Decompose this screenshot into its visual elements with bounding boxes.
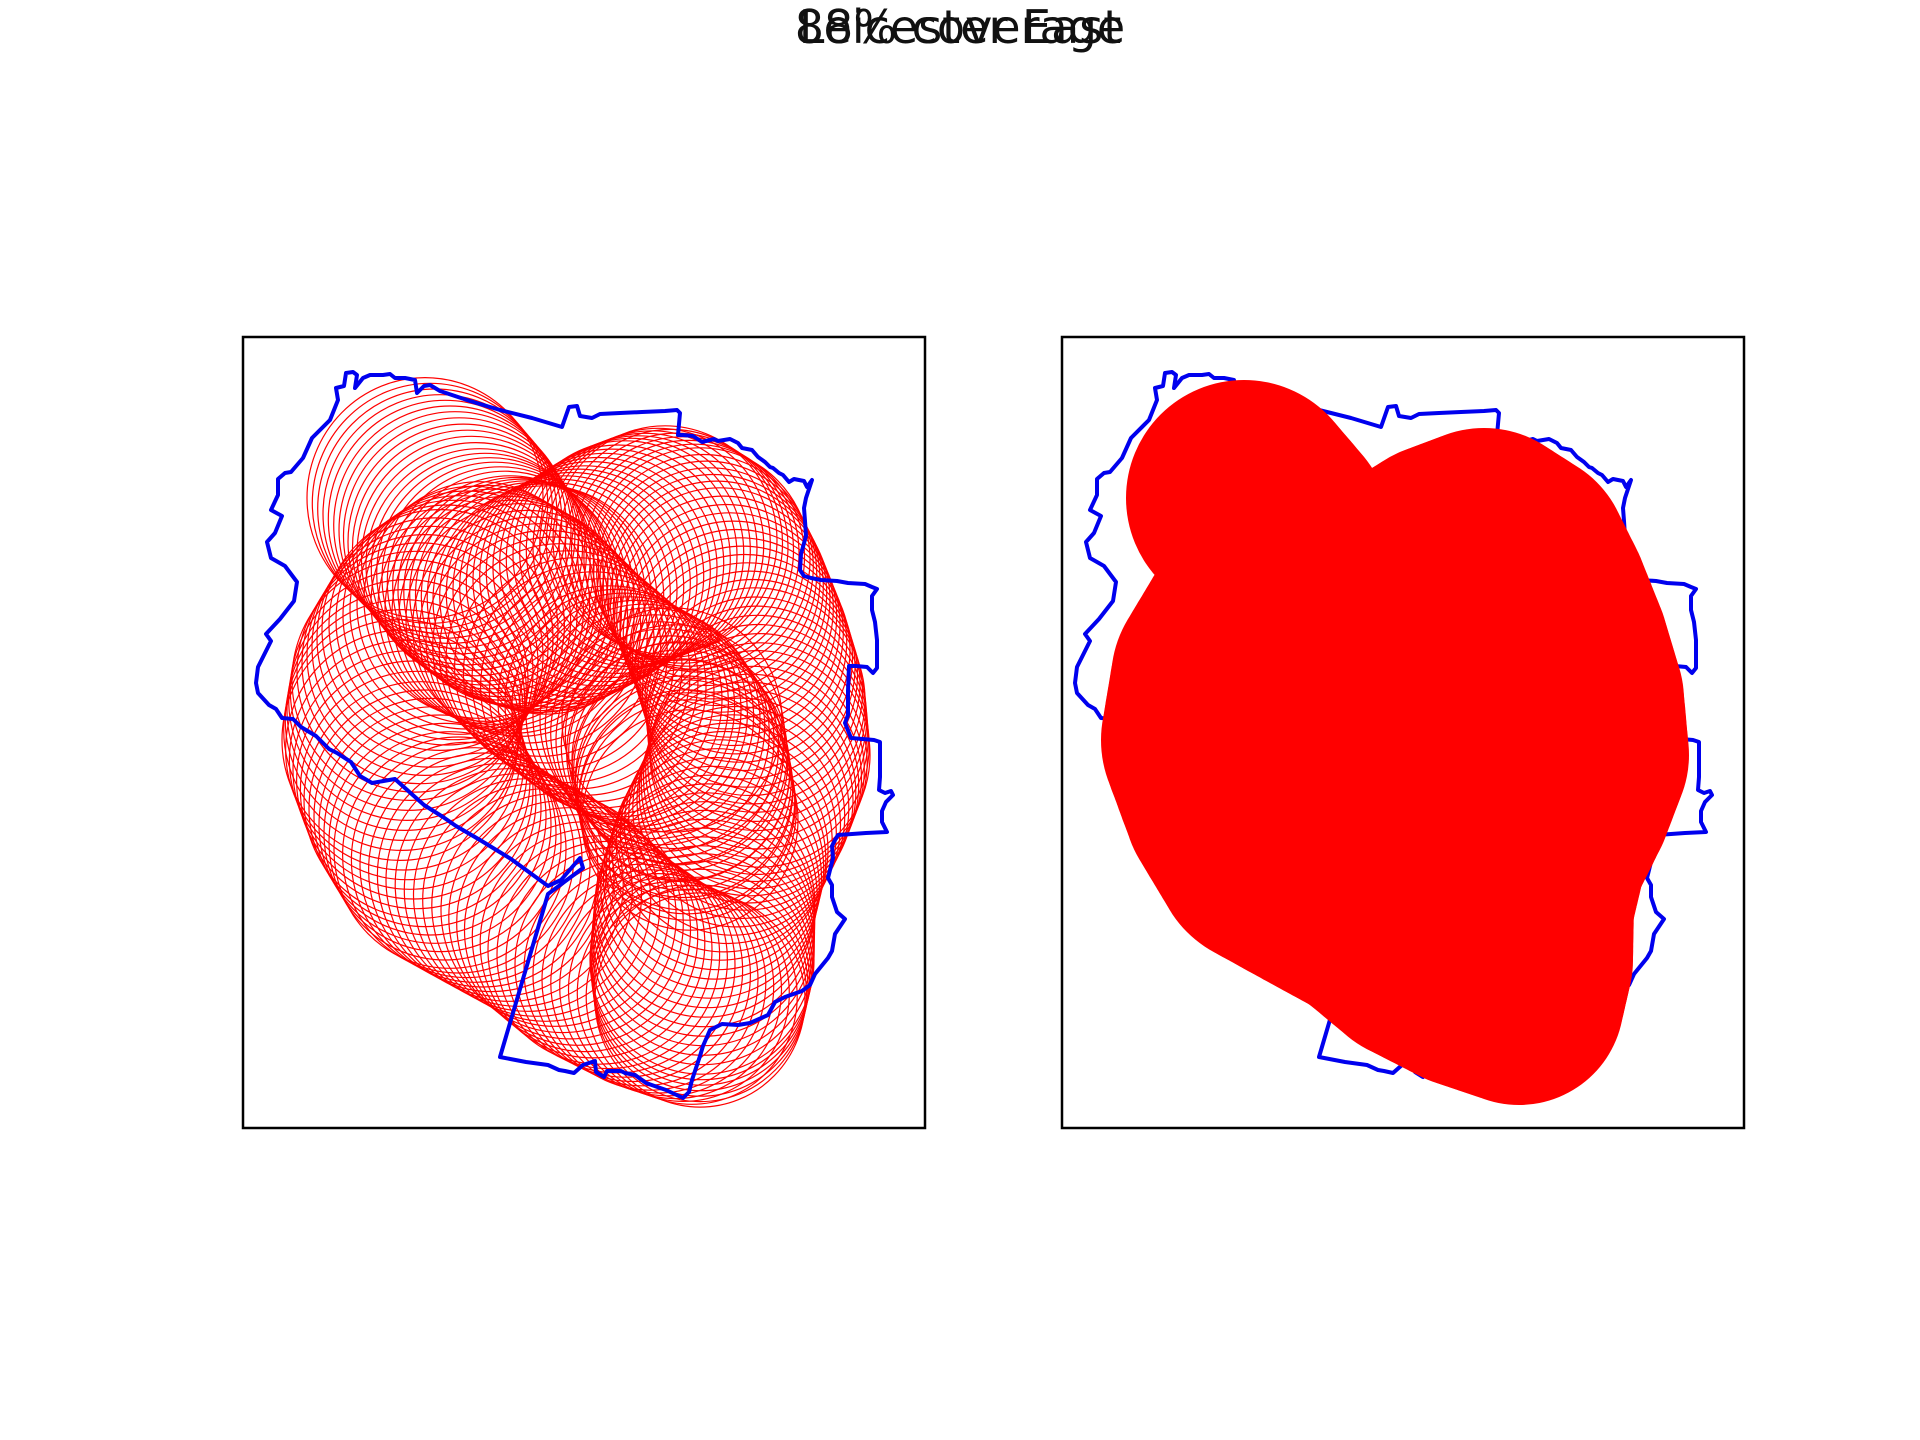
coverage-circle-outline bbox=[403, 476, 629, 707]
coverage-circle-outline bbox=[505, 444, 731, 674]
coverage-circle-outline bbox=[578, 692, 796, 915]
coverage-circle-outline bbox=[639, 570, 861, 797]
coverage-circle-outline bbox=[391, 495, 622, 731]
coverage-circle-outline bbox=[405, 503, 635, 737]
coverage-circle-outline bbox=[306, 533, 544, 776]
coverage-circle-outline bbox=[291, 558, 529, 801]
coverage-circle-outline bbox=[288, 639, 525, 881]
coverage-subtitle: 88% coverage bbox=[794, 0, 1126, 54]
coverage-circle-outline bbox=[479, 460, 705, 691]
coverage-circle-outline bbox=[333, 731, 567, 969]
coverage-circle-outline bbox=[499, 448, 725, 679]
coverage-circle-outline bbox=[465, 468, 691, 699]
coverage-circle-outline bbox=[600, 774, 820, 999]
coverage-circle-outline bbox=[299, 670, 534, 910]
coverage-circle-outline bbox=[626, 528, 848, 755]
coverage-circle-outline bbox=[313, 697, 547, 936]
coverage-circle-outline bbox=[561, 607, 783, 833]
coverage-circle-outline bbox=[496, 840, 721, 1070]
coverage-circle-outline bbox=[555, 628, 775, 852]
coverage-circle-outline bbox=[581, 709, 799, 931]
coverage-circle-outline bbox=[589, 447, 811, 673]
coverage-circle-outline bbox=[342, 495, 578, 735]
coverage-circle-outline bbox=[514, 852, 736, 1078]
coverage-circle-outline bbox=[323, 714, 557, 953]
coverage-circle-outline bbox=[363, 481, 597, 719]
coverage-circle-outline bbox=[479, 828, 706, 1059]
coverage-circle-outline bbox=[338, 411, 572, 649]
coverage-circle-outline bbox=[616, 503, 838, 730]
coverage-circle-outline bbox=[370, 452, 600, 686]
coverage-circle-outline bbox=[550, 872, 767, 1094]
coverage-circle-outline bbox=[568, 641, 788, 866]
coverage-circle-outline bbox=[335, 499, 572, 741]
coverage-circle-outline bbox=[412, 509, 642, 744]
coverage-circle-outline bbox=[497, 585, 723, 815]
coverage-circle-outline bbox=[608, 748, 827, 971]
coverage-circle-outline bbox=[328, 504, 565, 746]
coverage-circle-outline bbox=[432, 529, 662, 764]
coverage-circle-outline bbox=[571, 658, 791, 882]
coverage-circle-outline bbox=[296, 550, 534, 793]
coverage-circle-filled bbox=[1381, 610, 1601, 830]
coverage-circle-outline bbox=[564, 624, 786, 850]
coverage-circle-outline bbox=[328, 722, 562, 961]
coverage-circle-outline bbox=[574, 675, 794, 899]
coverage-circle-outline bbox=[649, 642, 871, 868]
page-title: Leicester East bbox=[798, 0, 1122, 54]
coverage-circle-outline bbox=[385, 763, 615, 997]
coverage-circle-outline bbox=[487, 835, 713, 1065]
coverage-circle-outline bbox=[606, 480, 828, 707]
coverage-circle-outline bbox=[589, 845, 815, 1075]
coverage-circle-outline bbox=[642, 665, 863, 890]
coverage-circle-outline bbox=[370, 484, 603, 722]
coverage-circle-outline bbox=[591, 868, 811, 1092]
coverage-circle-outline bbox=[418, 516, 648, 751]
coverage-circle-outline bbox=[559, 877, 775, 1097]
coverage-circle-outline bbox=[316, 517, 554, 760]
coverage-circle-outline bbox=[288, 578, 526, 821]
coverage-circle-outline bbox=[351, 429, 584, 666]
panel-left bbox=[241, 335, 927, 1130]
coverage-circle-outline bbox=[550, 621, 770, 846]
coverage-circle-outline bbox=[306, 377, 544, 620]
coverage-circle-outline bbox=[552, 425, 778, 655]
coverage-circle-outline bbox=[453, 550, 683, 784]
coverage-circle-outline bbox=[384, 492, 616, 728]
coverage-circle-outline bbox=[596, 460, 818, 687]
coverage-circle-outline bbox=[647, 649, 868, 875]
coverage-filled-group bbox=[1101, 380, 1689, 1105]
panel-right bbox=[1060, 335, 1746, 1130]
coverage-circle-outline bbox=[341, 736, 575, 974]
coverage-circle-outline bbox=[452, 475, 678, 705]
coverage-circle-outline bbox=[590, 860, 812, 1086]
coverage-circle-outline bbox=[359, 747, 591, 983]
coverage-circle-outline bbox=[342, 417, 576, 655]
coverage-circle-outline bbox=[576, 884, 790, 1103]
coverage-circle-outline bbox=[479, 571, 707, 803]
coverage-circle-outline bbox=[539, 607, 761, 833]
coverage-circle-outline bbox=[583, 443, 806, 670]
coverage-circle-outline bbox=[579, 699, 797, 921]
coverage-circle-outline bbox=[394, 768, 624, 1002]
constituency-boundary-left bbox=[254, 370, 895, 1100]
coverage-circle-outline bbox=[303, 681, 537, 919]
coverage-circle-outline bbox=[445, 478, 671, 709]
